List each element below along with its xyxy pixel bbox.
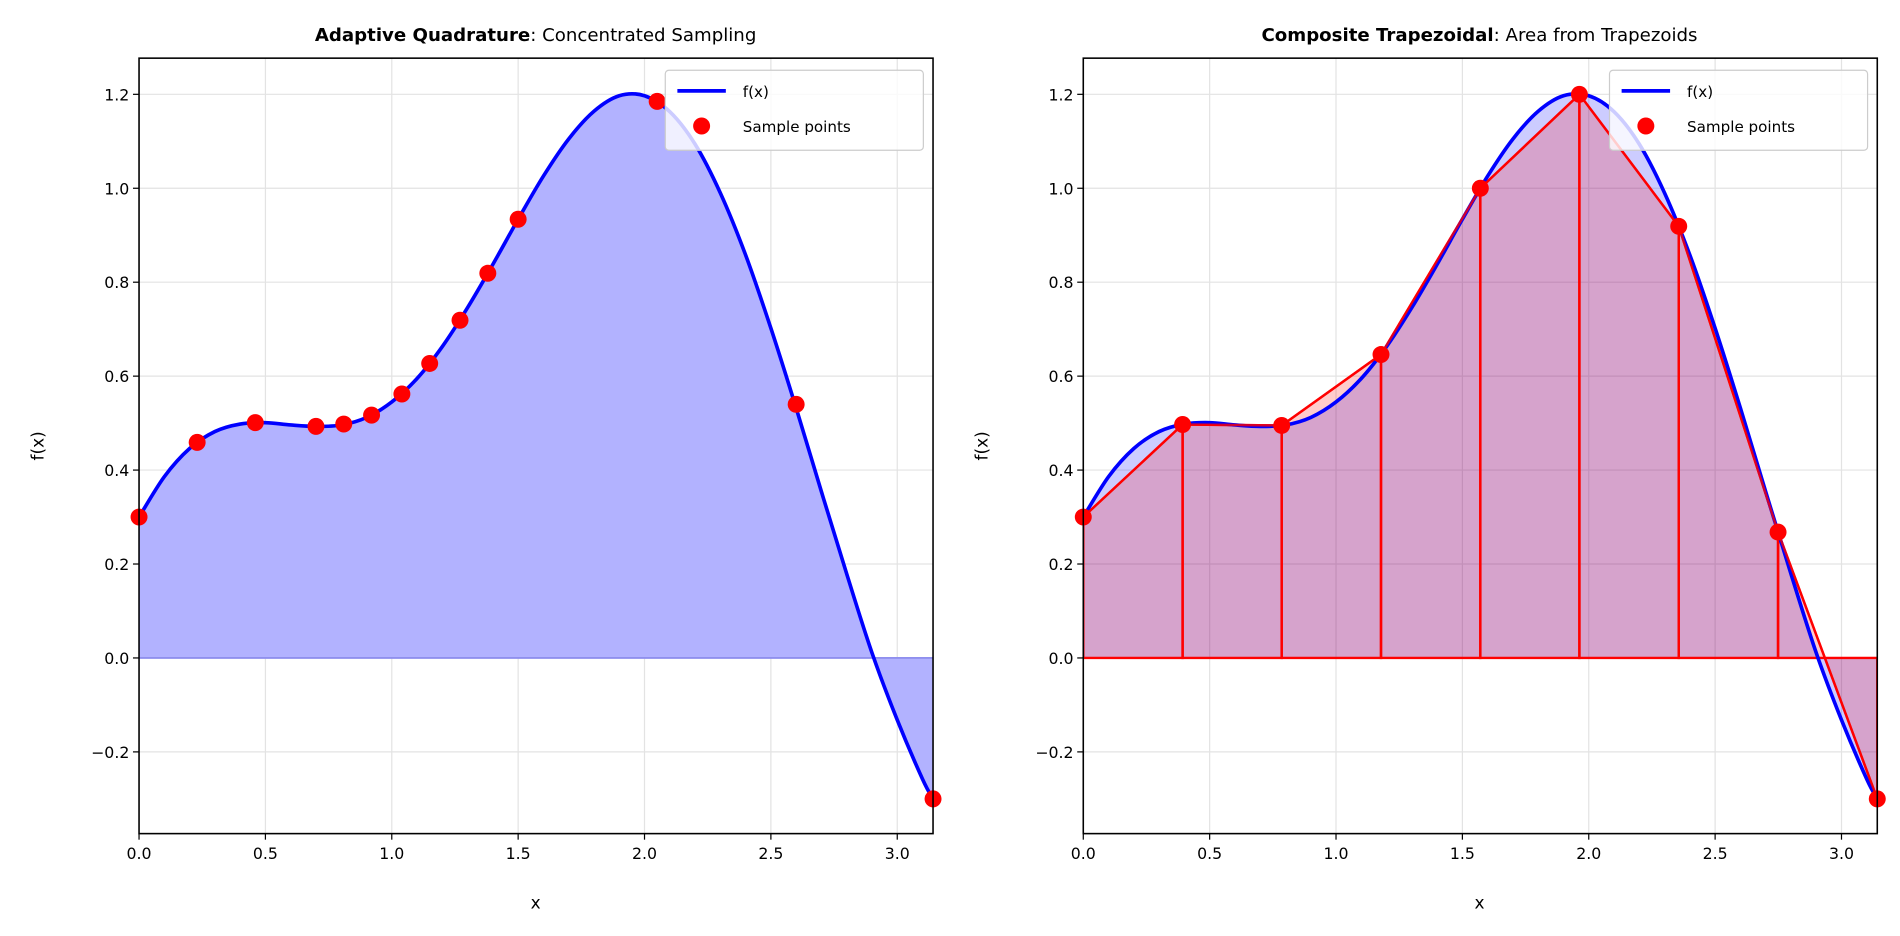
y-tick-label: 1.0 bbox=[1049, 179, 1074, 198]
sample-point bbox=[1273, 416, 1291, 434]
y-tick-label: 0.2 bbox=[104, 555, 129, 574]
y-tick-label: 0.6 bbox=[104, 367, 129, 386]
x-tick-label: 2.5 bbox=[1703, 844, 1728, 863]
sample-point bbox=[246, 414, 264, 432]
x-tick-label: 3.0 bbox=[1829, 844, 1854, 863]
series-line-f(x) bbox=[139, 91, 934, 800]
legend-label-sample-points: Sample points bbox=[1687, 118, 1795, 136]
sample-point bbox=[363, 406, 381, 424]
y-tick-label: 0.0 bbox=[1049, 649, 1074, 668]
plot-area bbox=[139, 58, 934, 834]
legend-label-f(x): f(x) bbox=[1687, 83, 1713, 101]
area-fill bbox=[139, 93, 934, 799]
x-tick-label: 1.0 bbox=[1323, 844, 1348, 863]
x-tick-label: 0.5 bbox=[1197, 844, 1222, 863]
y-tick-label: −0.2 bbox=[1035, 743, 1073, 762]
title-bold: Composite Trapezoidal bbox=[1261, 25, 1493, 46]
right-chart-composite-trapezoidal: Composite Trapezoidal: Area from Trapezo… bbox=[972, 25, 1886, 913]
x-tick-label: 0.0 bbox=[1071, 844, 1096, 863]
x-tick-label: 2.0 bbox=[1576, 844, 1601, 863]
trapezoid bbox=[1578, 90, 1680, 660]
sample-point bbox=[1670, 217, 1688, 235]
x-tick-label: 2.0 bbox=[632, 844, 657, 863]
x-tick-label: 0.5 bbox=[253, 844, 278, 863]
x-tick-label: 1.5 bbox=[506, 844, 531, 863]
sample-point bbox=[509, 210, 527, 228]
axes-frame bbox=[1082, 57, 1879, 835]
y-tick-label: −0.2 bbox=[91, 743, 129, 762]
sample-point bbox=[787, 395, 805, 413]
y-tick-label: 0.2 bbox=[1049, 555, 1074, 574]
chart-title: Composite Trapezoidal: Area from Trapezo… bbox=[1261, 25, 1697, 46]
trapezoid bbox=[1181, 423, 1283, 660]
trapezoid bbox=[1280, 352, 1383, 660]
sample-point bbox=[188, 433, 206, 451]
sample-point bbox=[479, 264, 497, 282]
y-tick-label: 0.0 bbox=[104, 649, 129, 668]
y-tick-label: 0.4 bbox=[104, 461, 129, 480]
y-tick-label: 1.2 bbox=[104, 85, 129, 104]
trapezoid bbox=[1379, 183, 1482, 660]
x-tick-label: 3.0 bbox=[885, 844, 910, 863]
left-chart-adaptive-quadrature: Adaptive Quadrature: Concentrated Sampli… bbox=[28, 25, 942, 913]
sample-point bbox=[393, 385, 411, 403]
x-axis-label: x bbox=[1474, 893, 1484, 913]
trapezoid bbox=[1677, 225, 1780, 660]
title-rest: : Area from Trapezoids bbox=[1494, 25, 1698, 46]
sample-point bbox=[451, 311, 469, 329]
y-axis-label: f(x) bbox=[28, 431, 48, 460]
x-tick-label: 0.0 bbox=[127, 844, 152, 863]
sample-point bbox=[1769, 523, 1787, 541]
y-axis-label: f(x) bbox=[972, 431, 992, 460]
sample-point bbox=[421, 354, 439, 372]
legend-box bbox=[664, 69, 924, 151]
title-rest: : Concentrated Sampling bbox=[530, 25, 756, 46]
y-tick-label: 0.6 bbox=[1049, 367, 1074, 386]
chart-title: Adaptive Quadrature: Concentrated Sampli… bbox=[315, 25, 756, 46]
sample-point bbox=[1372, 346, 1390, 364]
trapezoid bbox=[1479, 91, 1581, 660]
y-tick-label: 1.0 bbox=[104, 179, 129, 198]
legend-marker-swatch bbox=[1637, 117, 1655, 135]
legend-label-sample-points: Sample points bbox=[743, 118, 851, 136]
legend-box bbox=[1608, 69, 1869, 151]
sample-point bbox=[1174, 416, 1192, 433]
y-tick-label: 0.8 bbox=[1049, 273, 1074, 292]
legend: f(x) Sample points bbox=[664, 69, 924, 151]
sample-point bbox=[1471, 179, 1489, 197]
x-axis-label: x bbox=[531, 893, 541, 913]
title-bold: Adaptive Quadrature bbox=[315, 25, 530, 46]
x-tick-label: 2.5 bbox=[758, 844, 783, 863]
legend-label-f(x): f(x) bbox=[743, 83, 769, 101]
y-tick-label: 1.2 bbox=[1049, 85, 1074, 104]
x-tick-label: 1.0 bbox=[379, 844, 404, 863]
y-tick-label: 0.4 bbox=[1049, 461, 1074, 480]
legend: f(x) Sample points bbox=[1608, 69, 1869, 151]
sample-point bbox=[648, 92, 666, 110]
axes-frame bbox=[138, 57, 934, 835]
sample-point bbox=[335, 415, 353, 433]
legend-marker-swatch bbox=[693, 117, 711, 135]
sample-point bbox=[1570, 85, 1588, 103]
x-tick-label: 1.5 bbox=[1450, 844, 1475, 863]
sample-point bbox=[307, 417, 325, 435]
plot-area bbox=[1083, 58, 1878, 834]
y-tick-label: 0.8 bbox=[104, 273, 129, 292]
